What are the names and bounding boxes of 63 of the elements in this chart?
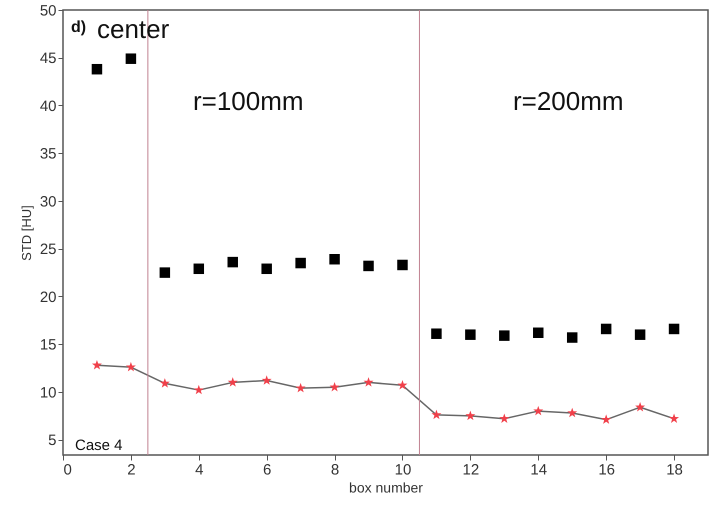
point (600, 324, 612, 334)
point (194, 384, 204, 394)
point (330, 382, 340, 392)
point (261, 264, 272, 274)
point (566, 332, 578, 343)
point (567, 408, 578, 418)
point (296, 382, 306, 392)
y-tick-label: 45 (40, 50, 56, 68)
point (160, 267, 170, 278)
annotation: d) (71, 19, 86, 36)
point (669, 413, 680, 423)
y-tick-label: 20 (40, 288, 56, 306)
point (533, 406, 544, 416)
point (295, 258, 306, 268)
point (499, 330, 510, 341)
point (126, 362, 136, 372)
point (160, 378, 170, 388)
x-axis-title: box number (349, 480, 424, 496)
point (329, 254, 340, 264)
point (228, 377, 238, 387)
annotation: r=200mm (513, 86, 624, 116)
point (465, 329, 476, 340)
point (397, 380, 408, 390)
x-tick-label: 18 (666, 462, 683, 478)
x-tick-label: 16 (598, 462, 615, 478)
annotation: center (97, 14, 170, 44)
point (397, 260, 408, 270)
x-tick-label: 10 (394, 462, 412, 478)
point (668, 324, 680, 334)
y-tick-label: 5 (48, 432, 56, 450)
point (465, 410, 476, 420)
point (194, 264, 204, 274)
point (126, 53, 136, 64)
point (92, 64, 102, 74)
point (499, 413, 510, 423)
x-tick-label: 2 (127, 462, 136, 478)
y-tick-label: 40 (40, 98, 56, 115)
point (601, 414, 612, 424)
y-tick-label: 10 (40, 384, 56, 402)
y-tick-label: 15 (40, 336, 56, 354)
x-tick-label: 14 (530, 462, 548, 478)
y-tick-label: 50 (40, 2, 56, 20)
x-tick-label: 12 (462, 462, 480, 478)
annotation: Case 4 (75, 437, 123, 454)
y-tick-label: 25 (40, 241, 56, 258)
point (363, 260, 374, 272)
point (533, 328, 544, 338)
point (635, 402, 646, 412)
point (431, 328, 442, 339)
y-axis-title: STD [HU] (18, 205, 34, 261)
point (227, 256, 238, 268)
point (92, 360, 102, 370)
x-tick-label: 8 (330, 462, 340, 478)
point (634, 329, 646, 340)
x-tick-label: 4 (195, 462, 204, 478)
annotation: r=100mm (193, 86, 304, 116)
y-tick-label: 30 (40, 193, 56, 210)
point (431, 410, 442, 420)
x-tick-label: 0 (64, 462, 72, 478)
point (262, 375, 272, 385)
y-tick-label: 35 (40, 146, 56, 163)
x-tick-label: 6 (263, 462, 272, 478)
point (364, 377, 374, 387)
